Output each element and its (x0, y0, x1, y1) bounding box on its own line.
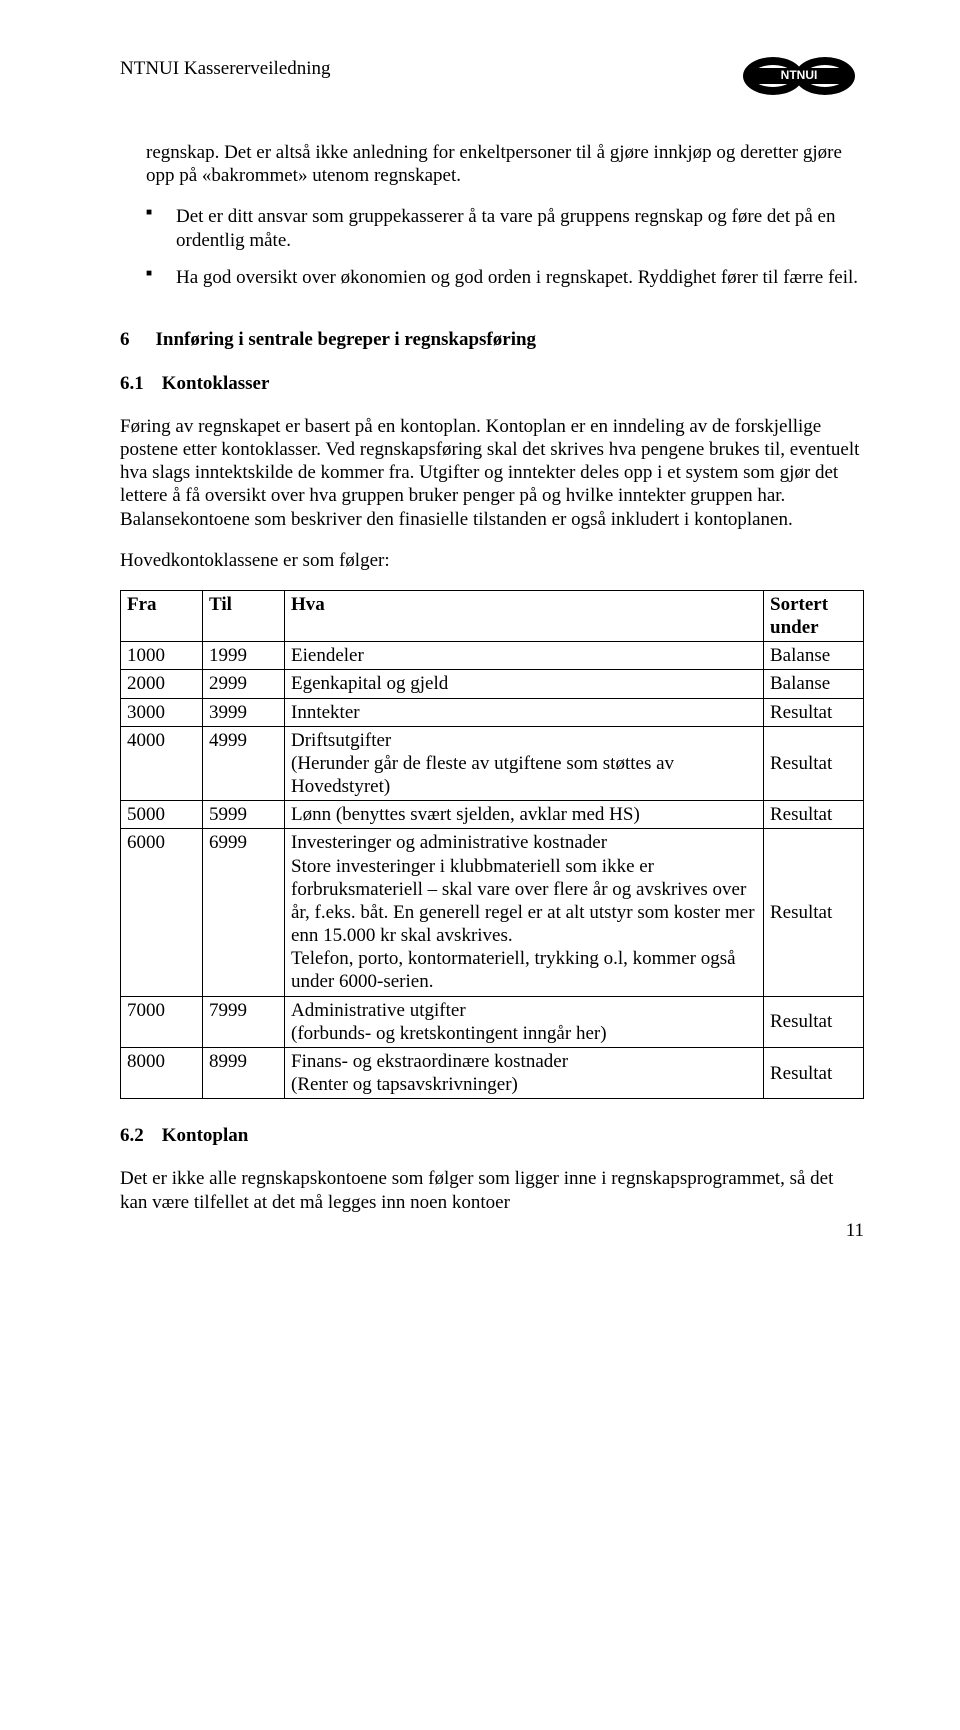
section-6-1-paragraph: Føring av regnskapet er basert på en kon… (120, 415, 864, 531)
bullet-list: Det er ditt ansvar som gruppekasserer å … (146, 205, 864, 289)
cell-fra: 1000 (121, 642, 203, 670)
col-header-fra: Fra (121, 590, 203, 641)
cell-sort: Resultat (764, 829, 864, 996)
section-6-1-heading: 6.1 Kontoklasser (120, 373, 864, 395)
cell-hva: Driftsutgifter (Herunder går de fleste a… (285, 726, 764, 801)
cell-til: 8999 (203, 1047, 285, 1098)
intro-paragraph: regnskap. Det er altså ikke anledning fo… (146, 141, 864, 187)
table-body: 1000 1999 Eiendeler Balanse 2000 2999 Eg… (121, 642, 864, 1099)
cell-til: 3999 (203, 698, 285, 726)
bullet-item: Ha god oversikt over økonomien og god or… (146, 266, 864, 289)
cell-sort: Balanse (764, 670, 864, 698)
cell-til: 6999 (203, 829, 285, 996)
ntnui-logo: NTNUI (734, 52, 864, 105)
cell-sort: Resultat (764, 1047, 864, 1098)
cell-sort: Resultat (764, 801, 864, 829)
cell-fra: 8000 (121, 1047, 203, 1098)
cell-fra: 5000 (121, 801, 203, 829)
logo-text: NTNUI (781, 68, 818, 82)
cell-sort: Resultat (764, 726, 864, 801)
cell-fra: 3000 (121, 698, 203, 726)
table-row: 6000 6999 Investeringer og administrativ… (121, 829, 864, 996)
col-header-sort: Sortert under (764, 590, 864, 641)
section-6-2-heading: 6.2 Kontoplan (120, 1125, 864, 1147)
cell-hva: Investeringer og administrative kostnade… (285, 829, 764, 996)
cell-til: 7999 (203, 996, 285, 1047)
table-row: 3000 3999 Inntekter Resultat (121, 698, 864, 726)
cell-hva: Inntekter (285, 698, 764, 726)
section-title: Innføring i sentrale begreper i regnskap… (156, 329, 537, 351)
header-title: NTNUI Kassererveiledning (120, 52, 331, 80)
intro-block: regnskap. Det er altså ikke anledning fo… (146, 141, 864, 289)
cell-sort: Resultat (764, 996, 864, 1047)
cell-fra: 4000 (121, 726, 203, 801)
section-6-2-paragraph: Det er ikke alle regnskapskontoene som f… (120, 1167, 864, 1213)
page: NTNUI Kassererveiledning NTNUI regnskap.… (0, 0, 960, 1272)
cell-fra: 2000 (121, 670, 203, 698)
table-row: 8000 8999 Finans- og ekstraordinære kost… (121, 1047, 864, 1098)
subsection-title: Kontoplan (162, 1125, 249, 1147)
cell-fra: 6000 (121, 829, 203, 996)
cell-fra: 7000 (121, 996, 203, 1047)
kontoklasser-table: Fra Til Hva Sortert under 1000 1999 Eien… (120, 590, 864, 1099)
cell-til: 4999 (203, 726, 285, 801)
table-row: 2000 2999 Egenkapital og gjeld Balanse (121, 670, 864, 698)
cell-sort: Resultat (764, 698, 864, 726)
table-row: 7000 7999 Administrative utgifter (forbu… (121, 996, 864, 1047)
cell-hva: Egenkapital og gjeld (285, 670, 764, 698)
cell-hva: Eiendeler (285, 642, 764, 670)
subsection-number: 6.1 (120, 373, 144, 395)
cell-hva: Administrative utgifter (forbunds- og kr… (285, 996, 764, 1047)
cell-til: 2999 (203, 670, 285, 698)
subsection-title: Kontoklasser (162, 373, 270, 395)
col-header-hva: Hva (285, 590, 764, 641)
cell-hva: Lønn (benyttes svært sjelden, avklar med… (285, 801, 764, 829)
subsection-number: 6.2 (120, 1125, 144, 1147)
section-number: 6 (120, 329, 130, 351)
table-row: 4000 4999 Driftsutgifter (Herunder går d… (121, 726, 864, 801)
page-header: NTNUI Kassererveiledning NTNUI (120, 52, 864, 105)
cell-til: 5999 (203, 801, 285, 829)
cell-sort: Balanse (764, 642, 864, 670)
bullet-item: Det er ditt ansvar som gruppekasserer å … (146, 205, 864, 251)
section-6-heading: 6 Innføring i sentrale begreper i regnsk… (120, 329, 864, 351)
page-number: 11 (846, 1220, 864, 1242)
table-row: 5000 5999 Lønn (benyttes svært sjelden, … (121, 801, 864, 829)
table-row: 1000 1999 Eiendeler Balanse (121, 642, 864, 670)
table-header-row: Fra Til Hva Sortert under (121, 590, 864, 641)
col-header-til: Til (203, 590, 285, 641)
table-intro: Hovedkontoklassene er som følger: (120, 549, 864, 572)
cell-hva: Finans- og ekstraordinære kostnader (Ren… (285, 1047, 764, 1098)
cell-til: 1999 (203, 642, 285, 670)
